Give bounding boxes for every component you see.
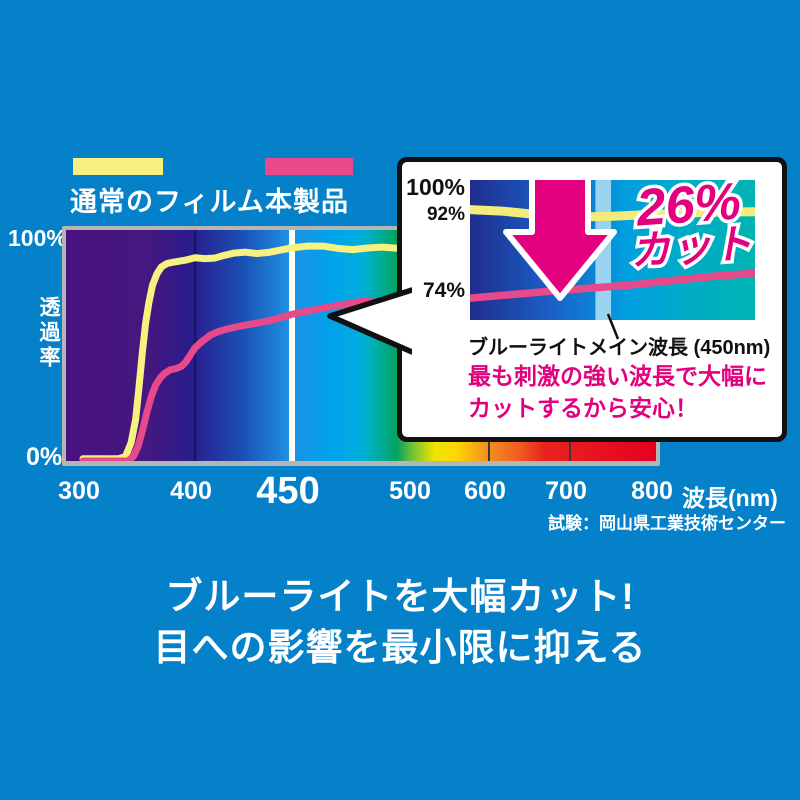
headline-line2: 目への影響を最小限に抑える	[153, 627, 647, 668]
legend-label-product: 本製品	[265, 187, 349, 217]
callout-100pct-label: 100%	[406, 174, 465, 200]
callout-caption: ブルーライトメイン波長 (450nm)	[468, 337, 771, 359]
callout-74pct-label: 74%	[422, 279, 465, 302]
x-tick-label-500: 500	[389, 477, 431, 505]
band-pointer-line	[606, 313, 620, 340]
legend-label-normal-film: 通常のフィルム	[70, 187, 265, 217]
legend-swatch-normal-film	[73, 158, 163, 175]
headline-line1: ブルーライトを大幅カット!	[165, 576, 635, 617]
callout-92pct-label: 92%	[426, 204, 465, 225]
down-arrow-icon	[503, 180, 617, 301]
y-axis-max-label: 100%	[8, 225, 67, 251]
y-axis-title: 透過率	[37, 296, 60, 371]
x-tick-label-300: 300	[58, 477, 100, 505]
x-tick-label-600: 600	[464, 477, 506, 505]
x-tick-label-700: 700	[545, 477, 587, 505]
callout-box: 100% 92% 74% 26% カット ブルーライトメイン波長 (450nm)…	[397, 157, 787, 442]
x-tick-label-400: 400	[170, 477, 212, 505]
cut-percentage-badge: 26% カット	[607, 169, 773, 278]
callout-note-line2: カットするから安心！	[468, 395, 698, 421]
x-tick-label-800: 800	[631, 477, 673, 505]
test-source-note: 試験：岡山県工業技術センター	[548, 514, 786, 533]
callout-note-line1: 最も刺激の強い波長で大幅に	[468, 363, 767, 389]
y-axis-min-label: 0%	[26, 443, 63, 471]
x-tick-label-450: 450	[256, 470, 320, 512]
callout-tail	[327, 287, 412, 355]
x-axis-unit: 波長(nm)	[682, 485, 778, 511]
cut-percentage-word: カット	[625, 218, 758, 277]
legend-swatch-product	[265, 158, 353, 175]
